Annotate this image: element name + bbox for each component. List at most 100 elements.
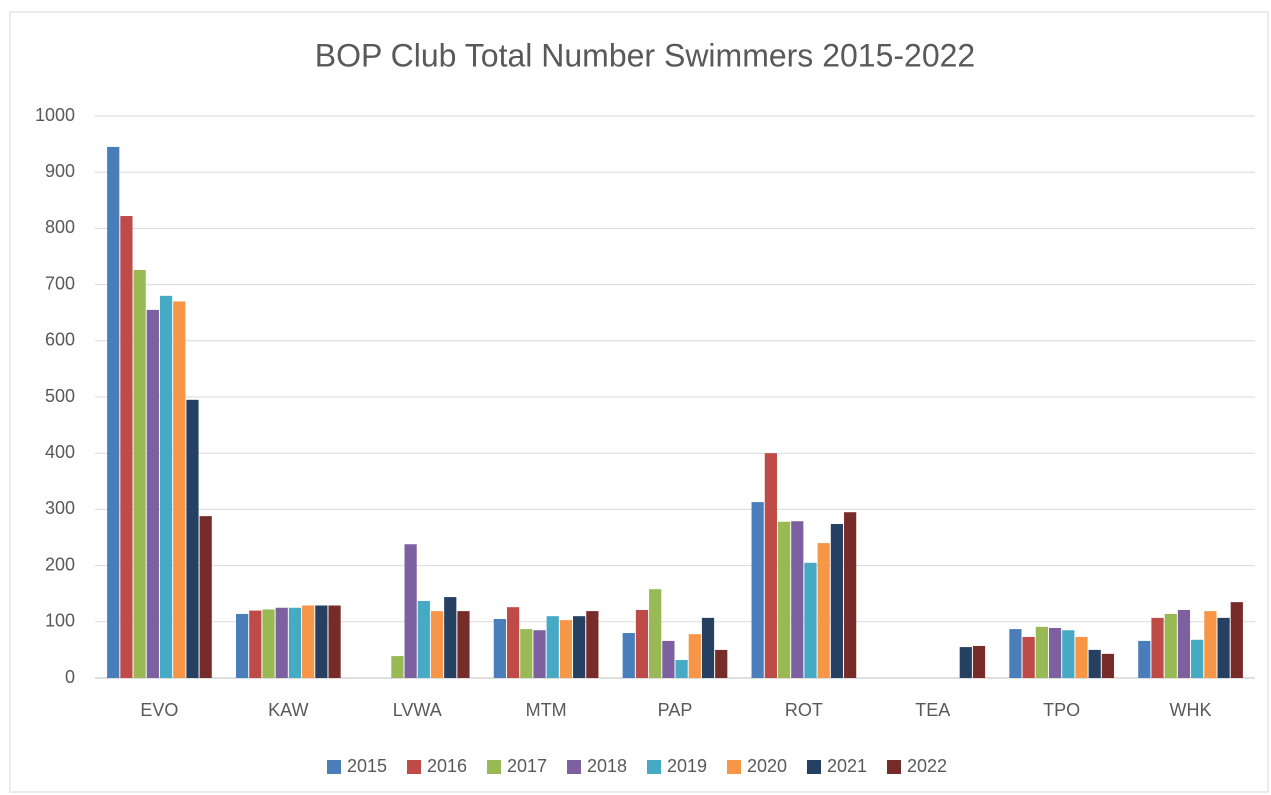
legend-label: 2016 <box>427 756 467 776</box>
bar <box>430 611 444 678</box>
bar <box>715 649 728 678</box>
bar <box>159 295 173 678</box>
legend-swatch <box>887 760 901 774</box>
bar <box>199 516 212 678</box>
bar <box>275 607 288 678</box>
legend-swatch <box>407 760 421 774</box>
bar <box>777 521 791 678</box>
bar <box>804 562 817 678</box>
legend-swatch <box>487 760 501 774</box>
bar <box>391 656 404 678</box>
bar <box>133 269 146 678</box>
bar <box>120 216 133 678</box>
x-tick-label: TEA <box>915 700 950 720</box>
legend-swatch <box>647 760 661 774</box>
y-tick-label: 100 <box>45 611 75 631</box>
bar <box>751 502 764 678</box>
bar <box>493 618 506 678</box>
bar <box>1035 626 1048 678</box>
bar <box>417 601 430 678</box>
y-tick-label: 700 <box>45 273 75 293</box>
bar <box>1164 613 1177 678</box>
y-tick-label: 0 <box>65 667 75 687</box>
legend-label: 2022 <box>907 756 947 776</box>
bar <box>675 660 688 678</box>
bar <box>622 633 635 678</box>
bar <box>830 524 844 678</box>
bar <box>1177 609 1191 678</box>
bar <box>649 589 662 678</box>
bar <box>1230 602 1243 678</box>
bar <box>457 611 470 678</box>
bar <box>520 629 533 678</box>
y-tick-label: 300 <box>45 498 75 518</box>
legend-swatch <box>727 760 741 774</box>
bar <box>1075 636 1088 678</box>
x-tick-label: WHK <box>1170 700 1212 720</box>
legend-swatch <box>567 760 581 774</box>
bar <box>328 605 341 678</box>
bar <box>1009 629 1022 678</box>
x-tick-label: MTM <box>526 700 567 720</box>
bar <box>262 609 275 678</box>
bar <box>288 607 302 678</box>
bar <box>817 543 830 678</box>
bar <box>546 616 559 678</box>
x-tick-label: EVO <box>140 700 178 720</box>
bar <box>533 630 546 678</box>
bar <box>249 610 262 678</box>
bar <box>186 399 199 678</box>
y-tick-label: 600 <box>45 330 75 350</box>
bar <box>235 613 249 678</box>
bar <box>1151 617 1164 678</box>
bar <box>146 309 159 678</box>
bar <box>1204 611 1217 678</box>
bar <box>302 605 315 678</box>
bar <box>173 301 186 678</box>
y-tick-label: 1000 <box>35 105 75 125</box>
bar <box>444 597 457 678</box>
bar <box>764 453 777 678</box>
bar <box>844 512 857 678</box>
bar <box>506 607 520 678</box>
bar <box>107 146 120 678</box>
bar <box>1088 649 1101 678</box>
bar <box>1217 617 1230 678</box>
legend-swatch <box>327 760 341 774</box>
x-tick-label: ROT <box>785 700 823 720</box>
y-tick-label: 800 <box>45 217 75 237</box>
bar <box>404 544 417 678</box>
y-tick-label: 900 <box>45 161 75 181</box>
bar <box>573 616 586 678</box>
legend-label: 2020 <box>747 756 787 776</box>
x-tick-label: PAP <box>658 700 693 720</box>
bar <box>972 645 986 678</box>
legend-label: 2015 <box>347 756 387 776</box>
bar <box>1101 653 1115 678</box>
bar <box>1048 627 1062 678</box>
bar <box>1022 636 1035 678</box>
chart-title: BOP Club Total Number Swimmers 2015-2022 <box>315 37 975 73</box>
bar <box>791 521 804 678</box>
x-tick-label: KAW <box>268 700 308 720</box>
bar <box>959 647 972 678</box>
bar <box>1062 630 1075 678</box>
bar <box>1138 640 1151 678</box>
bar <box>635 609 649 678</box>
y-tick-label: 500 <box>45 386 75 406</box>
bar <box>662 640 675 678</box>
legend-label: 2019 <box>667 756 707 776</box>
x-tick-label: TPO <box>1043 700 1080 720</box>
legend-label: 2021 <box>827 756 867 776</box>
legend-swatch <box>807 760 821 774</box>
bar <box>315 605 328 678</box>
y-tick-label: 200 <box>45 554 75 574</box>
legend-label: 2018 <box>587 756 627 776</box>
x-tick-label: LVWA <box>393 700 442 720</box>
bar <box>559 620 573 678</box>
bar <box>701 617 715 678</box>
y-tick-label: 400 <box>45 442 75 462</box>
bar <box>1191 639 1204 678</box>
legend-label: 2017 <box>507 756 547 776</box>
